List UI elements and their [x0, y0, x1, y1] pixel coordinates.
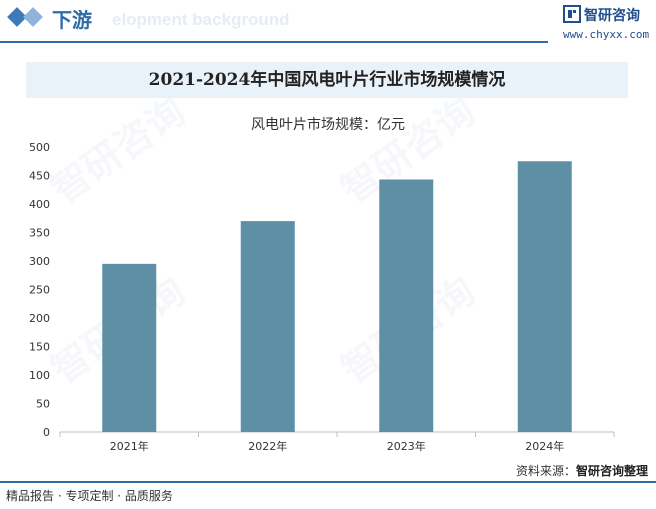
- x-tick-label: 2021年: [110, 439, 149, 453]
- chart-title-band: 2021-2024年中国风电叶片行业市场规模情况: [26, 62, 628, 98]
- y-tick-label: 150: [29, 341, 50, 354]
- section-title: 下游: [52, 8, 92, 32]
- bar-4: [517, 161, 572, 432]
- brand-logo-icon: [563, 5, 581, 23]
- y-tick-label: 300: [29, 255, 50, 268]
- bar-chart: 0 50 100 150 200 250 300 350 400 450 500 2021年 2022年…: [29, 141, 615, 453]
- x-tick-label: 2024年: [525, 439, 564, 453]
- source-note: 资料来源：智研咨询整理: [516, 462, 648, 479]
- y-tick-label: 100: [29, 369, 50, 382]
- brand-name: 智研咨询: [584, 8, 640, 24]
- header-rule: [0, 41, 548, 43]
- y-tick-label: 200: [29, 312, 50, 325]
- y-tick-label: 0: [43, 426, 50, 439]
- y-tick-label: 450: [29, 170, 50, 183]
- y-tick-label: 50: [36, 398, 50, 411]
- x-tick-label: 2023年: [387, 439, 426, 453]
- footer-tagline: 精品报告 · 专项定制 · 品质服务: [6, 489, 173, 503]
- chart-subtitle: 风电叶片市场规模：亿元: [251, 117, 405, 133]
- y-tick-label: 250: [29, 284, 50, 297]
- source-label: 资料来源：: [515, 464, 576, 478]
- x-tick-label: 2022年: [248, 439, 287, 453]
- y-tick-label: 350: [29, 227, 50, 240]
- brand-url[interactable]: www.chyxx.com: [563, 28, 650, 41]
- footer-rule: [0, 481, 656, 483]
- y-tick-label: 500: [29, 141, 50, 154]
- header-background-text: elopment background: [112, 10, 290, 29]
- bar-3: [379, 179, 434, 432]
- bar-2: [240, 221, 295, 432]
- header: elopment background 下游 智研咨询 www.chyxx.co…: [0, 0, 656, 44]
- y-tick-label: 400: [29, 198, 50, 211]
- chart-title: 2021-2024年中国风电叶片行业市场规模情况: [148, 70, 506, 90]
- source-value: 智研咨询整理: [575, 464, 648, 478]
- bar-1: [102, 263, 157, 432]
